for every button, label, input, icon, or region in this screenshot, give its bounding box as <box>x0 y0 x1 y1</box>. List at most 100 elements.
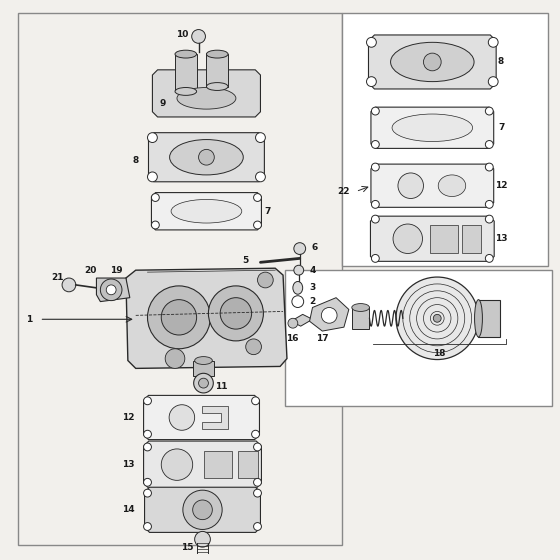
Circle shape <box>254 489 262 497</box>
Circle shape <box>100 279 122 301</box>
Text: 11: 11 <box>215 381 227 390</box>
Text: 12: 12 <box>122 413 134 422</box>
Bar <box>204 451 232 478</box>
Circle shape <box>161 300 197 335</box>
Circle shape <box>161 449 193 480</box>
Text: 5: 5 <box>242 256 249 265</box>
Bar <box>352 307 370 329</box>
Circle shape <box>143 443 151 451</box>
Bar <box>193 361 214 376</box>
Circle shape <box>488 38 498 47</box>
Circle shape <box>254 522 262 530</box>
Text: 13: 13 <box>495 234 507 243</box>
Circle shape <box>199 378 208 388</box>
Text: 17: 17 <box>316 334 329 343</box>
Circle shape <box>294 265 304 275</box>
Ellipse shape <box>195 357 212 365</box>
Circle shape <box>433 314 441 322</box>
Circle shape <box>486 163 493 171</box>
Bar <box>462 225 482 253</box>
Text: 6: 6 <box>311 243 318 252</box>
Circle shape <box>367 38 376 47</box>
Text: 7: 7 <box>264 207 270 216</box>
Circle shape <box>486 141 493 148</box>
Polygon shape <box>151 193 262 230</box>
Text: 4: 4 <box>309 265 316 274</box>
Text: Spares: Spares <box>286 342 501 395</box>
Circle shape <box>371 200 379 208</box>
Circle shape <box>251 397 259 405</box>
Ellipse shape <box>392 114 473 142</box>
Polygon shape <box>291 314 312 326</box>
Text: 9: 9 <box>159 99 165 108</box>
Circle shape <box>486 200 493 208</box>
Circle shape <box>423 53 441 71</box>
Polygon shape <box>310 298 349 331</box>
Circle shape <box>321 307 337 323</box>
Ellipse shape <box>207 82 228 91</box>
Circle shape <box>371 107 379 115</box>
Circle shape <box>371 141 379 148</box>
Circle shape <box>199 150 214 165</box>
Circle shape <box>220 298 251 329</box>
Ellipse shape <box>293 282 303 294</box>
Text: 16: 16 <box>286 334 298 343</box>
Circle shape <box>254 194 262 202</box>
Circle shape <box>486 107 493 115</box>
Circle shape <box>292 296 304 307</box>
Circle shape <box>143 430 151 438</box>
Ellipse shape <box>177 87 236 109</box>
Text: 8: 8 <box>133 156 139 165</box>
Polygon shape <box>126 268 287 368</box>
Ellipse shape <box>175 50 197 58</box>
Polygon shape <box>144 487 260 533</box>
Bar <box>431 225 458 253</box>
Text: 15: 15 <box>180 543 193 552</box>
Circle shape <box>486 215 493 223</box>
Text: 1: 1 <box>26 315 33 324</box>
Circle shape <box>183 490 222 529</box>
Polygon shape <box>371 107 494 148</box>
Polygon shape <box>202 405 228 430</box>
Bar <box>478 300 500 337</box>
Ellipse shape <box>474 300 482 337</box>
Circle shape <box>371 254 379 262</box>
Circle shape <box>143 478 151 486</box>
Polygon shape <box>152 70 260 117</box>
Circle shape <box>367 77 376 87</box>
Circle shape <box>165 349 185 368</box>
Circle shape <box>393 224 422 254</box>
Text: 3: 3 <box>309 283 316 292</box>
Circle shape <box>194 374 213 393</box>
Bar <box>285 270 552 405</box>
Polygon shape <box>371 216 494 262</box>
Circle shape <box>488 77 498 87</box>
Circle shape <box>143 522 151 530</box>
Polygon shape <box>371 164 494 207</box>
Circle shape <box>255 133 265 142</box>
Bar <box>18 13 342 545</box>
Circle shape <box>251 430 259 438</box>
Polygon shape <box>143 441 262 488</box>
Circle shape <box>288 318 298 328</box>
Text: 22: 22 <box>338 187 350 196</box>
Bar <box>342 13 548 266</box>
Circle shape <box>258 272 273 288</box>
Circle shape <box>143 489 151 497</box>
Ellipse shape <box>171 199 242 223</box>
Circle shape <box>255 172 265 182</box>
Circle shape <box>254 443 262 451</box>
Circle shape <box>151 194 159 202</box>
Circle shape <box>371 215 379 223</box>
Circle shape <box>371 163 379 171</box>
Circle shape <box>208 286 263 341</box>
Circle shape <box>192 30 206 43</box>
Circle shape <box>254 221 262 229</box>
Bar <box>238 451 258 478</box>
Circle shape <box>195 531 211 547</box>
Circle shape <box>294 242 306 254</box>
Circle shape <box>147 133 157 142</box>
Circle shape <box>193 500 212 520</box>
Text: 14: 14 <box>122 505 134 514</box>
Circle shape <box>147 286 211 349</box>
